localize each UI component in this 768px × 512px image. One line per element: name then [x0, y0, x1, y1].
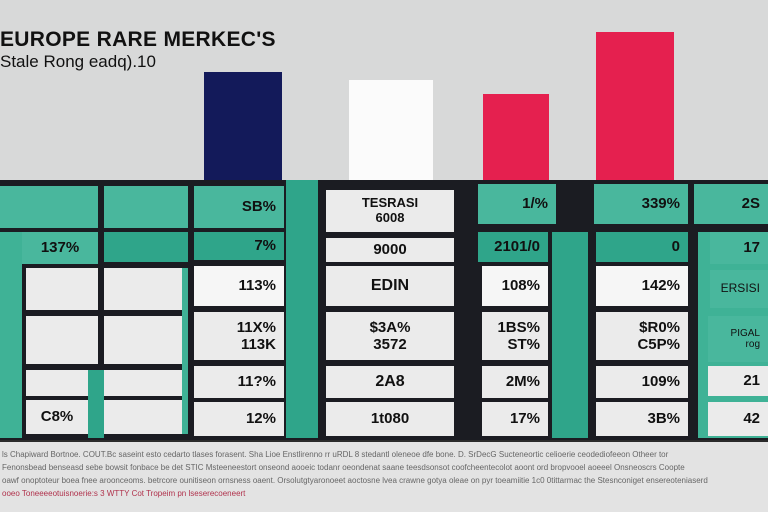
bar-red-short — [483, 94, 549, 180]
table-cell: 1t080 — [326, 402, 454, 436]
table-cell: 142% — [596, 266, 688, 306]
table-cell — [104, 400, 182, 434]
table-cell: 42 — [708, 402, 768, 436]
inner-strip — [88, 370, 104, 438]
left-strip — [0, 232, 22, 438]
footnote-line: Fenonsbead benseasd sebe bowsit fonbace … — [2, 463, 685, 472]
table-cell: ERSISI — [710, 270, 768, 308]
footnote-line: ooeo Toneeeeotuisnoerie:s 3 WTTY Cot Tro… — [2, 489, 246, 498]
table-cell: 2M% — [482, 366, 548, 398]
table-cell: TESRASI 6008 — [326, 190, 454, 232]
table-column-2 — [102, 180, 190, 440]
table-cell: 3B% — [596, 402, 688, 436]
table-cell — [0, 186, 98, 228]
inner-strip — [552, 232, 588, 438]
table-column-1: 137% C8% — [0, 180, 104, 440]
table-cell: 11X% 113K — [194, 312, 284, 360]
footnote-line: ls Chapiward Bortnoe. COUT.Bc saseint es… — [2, 450, 669, 459]
table-cell: 2101/0 — [478, 232, 548, 262]
table-cell — [104, 186, 188, 228]
table-column-7: 2S 17 ERSISI PIGAL rog 21 42 — [692, 180, 768, 440]
table-column-3: SB% 7% 113% 11X% 113K 11?% 12% — [192, 180, 320, 440]
table-cell: 17 — [710, 232, 768, 264]
data-table: 137% C8% SB% 7% 113% 11X% 113K 11?% 12% … — [0, 180, 768, 440]
table-cell: 12% — [194, 402, 284, 436]
table-cell: PIGAL rog — [708, 316, 768, 362]
table-cell: 9000 — [326, 238, 454, 262]
table-cell: 108% — [482, 266, 548, 306]
table-cell: 113% — [194, 266, 284, 306]
table-cell: 137% — [22, 232, 98, 264]
chart-subtitle: Stale Rong eadq).10 — [0, 52, 156, 71]
table-cell: 1/% — [478, 184, 556, 224]
table-column-5: 1/% 2101/0 108% 1BS% ST% 2M% 17% — [472, 180, 592, 440]
table-cell: 0 — [596, 232, 688, 262]
table-cell: $R0% C5P% — [596, 312, 688, 360]
inner-strip — [182, 268, 188, 434]
table-cell — [26, 316, 98, 364]
table-cell: 2A8 — [326, 366, 454, 398]
bar-navy — [204, 72, 282, 180]
table-cell — [104, 316, 182, 364]
table-cell — [26, 370, 88, 396]
table-cell: EDIN — [326, 266, 454, 306]
table-cell: 1BS% ST% — [482, 312, 548, 360]
table-cell — [104, 268, 182, 310]
table-cell: 109% — [596, 366, 688, 398]
table-cell: 2S — [694, 184, 768, 224]
table-cell: 11?% — [194, 366, 284, 398]
footnotes: ls Chapiward Bortnoe. COUT.Bc saseint es… — [0, 440, 768, 512]
table-cell — [104, 370, 182, 396]
table-cell: SB% — [194, 186, 284, 228]
table-cell — [26, 268, 98, 310]
chart-title: EUROPE RARE MERKEC'S — [0, 28, 276, 51]
inner-strip — [286, 180, 318, 438]
bar-white — [349, 80, 433, 180]
table-column-4: TESRASI 6008 9000 EDIN $3A% 3572 2A8 1t0… — [322, 180, 462, 440]
table-cell: 7% — [194, 232, 284, 260]
footnote-line: oawf onoptoteur boea fnee aroonceoms. be… — [2, 476, 708, 485]
table-cell: 339% — [594, 184, 688, 224]
table-column-6: 339% 0 142% $R0% C5P% 109% 3B% — [592, 180, 692, 440]
table-cell: $3A% 3572 — [326, 312, 454, 360]
bar-red-tall — [596, 32, 674, 180]
table-cell: 21 — [708, 366, 768, 396]
table-cell: C8% — [26, 400, 88, 434]
table-cell — [104, 232, 188, 262]
table-cell: 17% — [482, 402, 548, 436]
